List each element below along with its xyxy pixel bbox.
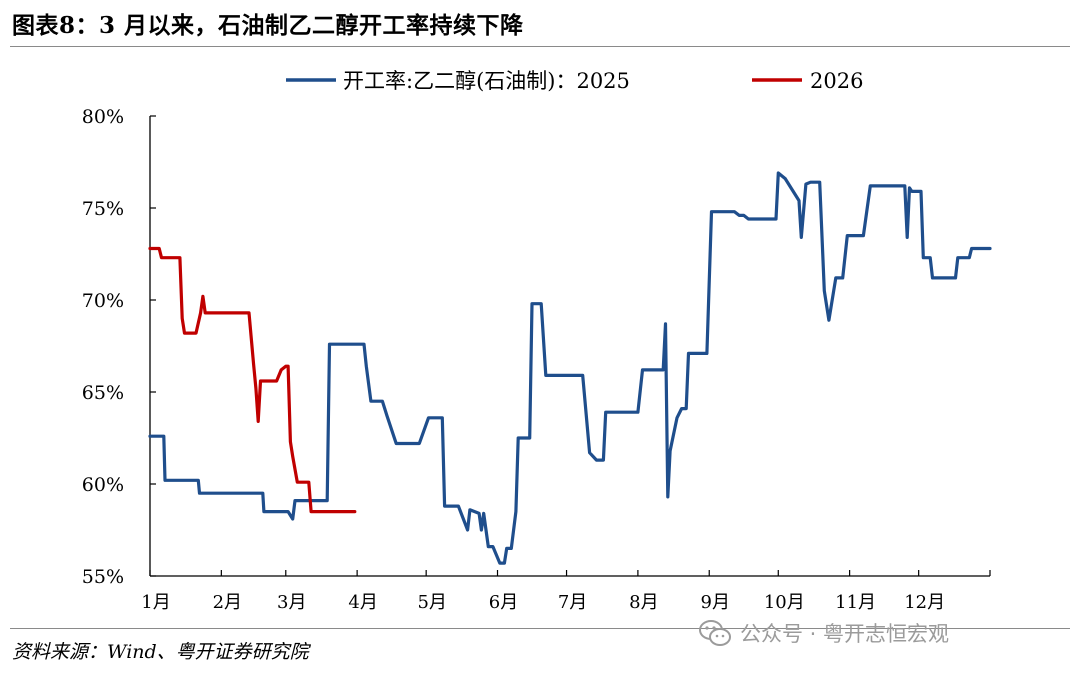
series-line-2026 <box>148 246 357 514</box>
wechat-icon <box>699 620 731 646</box>
title-divider <box>10 46 1070 47</box>
legend-label: 开工率:乙二醇(石油制)：2025 <box>343 69 630 93</box>
x-tick-label: 1月 <box>141 592 170 613</box>
chart-legend: 开工率:乙二醇(石油制)：2025 2026 <box>286 69 863 93</box>
legend-label: 2026 <box>810 69 863 93</box>
source-note: 资料来源：Wind、粤开证券研究院 <box>12 641 309 663</box>
y-tick-label: 75% <box>82 198 124 220</box>
y-tick-label: 70% <box>82 290 124 312</box>
x-tick-label: 7月 <box>558 592 587 613</box>
y-tick-label: 55% <box>82 566 124 588</box>
footer-divider <box>10 628 1070 629</box>
x-axis: 1月 2月 3月 4月 5月 6月 7月 8月 9月 10月 11月 12月 <box>141 570 991 613</box>
watermark: 公众号 · 粤开志恒宏观 <box>698 617 949 649</box>
x-tick-label: 9月 <box>701 592 730 613</box>
x-tick-label: 10月 <box>764 592 805 613</box>
x-tick-label: 2月 <box>213 592 242 613</box>
x-tick-label: 4月 <box>348 592 377 613</box>
y-tick-label: 65% <box>82 382 124 404</box>
line-chart: 开工率:乙二醇(石油制)：2025 2026 55% 60% 65% 70% 75% 80%… <box>82 69 992 613</box>
y-axis: 55% 60% 65% 70% 75% 80% <box>82 106 156 588</box>
chart-title: 图表8：3 月以来，石油制乙二醇开工率持续下降 <box>12 12 524 39</box>
series-line-2025 <box>148 171 992 565</box>
y-tick-label: 80% <box>82 106 124 128</box>
series-layer <box>148 171 992 565</box>
x-tick-label: 5月 <box>417 592 446 613</box>
x-tick-label: 6月 <box>489 592 518 613</box>
x-tick-label: 12月 <box>904 592 945 613</box>
x-tick-label: 8月 <box>629 592 658 613</box>
x-tick-label: 11月 <box>835 592 876 613</box>
watermark-text: 公众号 · 粤开志恒宏观 <box>740 622 950 646</box>
y-tick-label: 60% <box>82 474 124 496</box>
x-tick-label: 3月 <box>277 592 306 613</box>
